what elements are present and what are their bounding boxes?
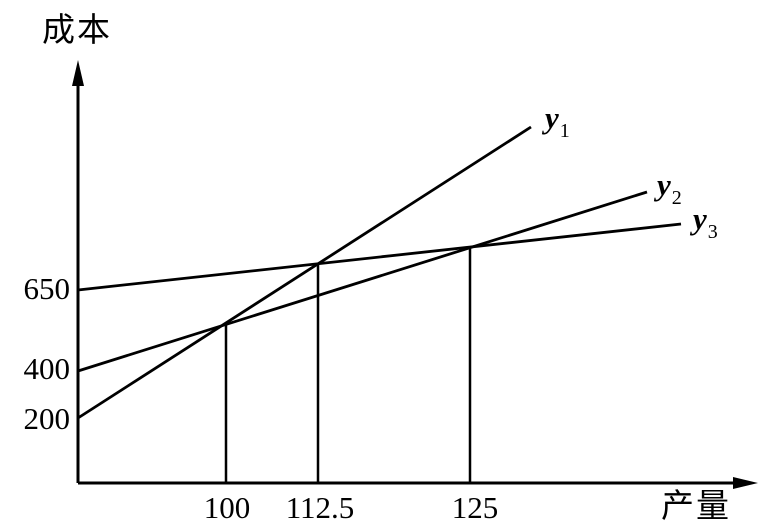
x-tick-112-5: 112.5 <box>285 490 355 525</box>
x-axis-arrow-icon <box>733 477 758 489</box>
y-axis-title: 成本 <box>42 13 112 49</box>
y-tick-400: 400 <box>23 351 71 386</box>
y-axis-arrow-icon <box>72 60 84 86</box>
series-label-y2-sub: 2 <box>671 187 682 209</box>
y-tick-200: 200 <box>23 401 71 436</box>
x-tick-125: 125 <box>451 490 499 525</box>
series-label-y2: y2 <box>657 167 682 209</box>
series-label-y3-base: y <box>693 201 707 236</box>
series-label-y3: y3 <box>693 201 718 243</box>
series-label-y1-sub: 1 <box>559 120 570 142</box>
series-label-y1: y1 <box>545 100 570 142</box>
y-tick-650: 650 <box>23 271 71 306</box>
series-label-y1-base: y <box>545 100 559 135</box>
x-axis-title: 产量 <box>661 489 731 525</box>
x-tick-100: 100 <box>203 490 251 525</box>
series-line-y1 <box>77 125 532 420</box>
series-line-y2 <box>77 190 648 373</box>
series-label-y3-sub: 3 <box>707 221 718 243</box>
series-line-y3 <box>77 222 682 292</box>
series-label-y2-base: y <box>657 167 671 202</box>
